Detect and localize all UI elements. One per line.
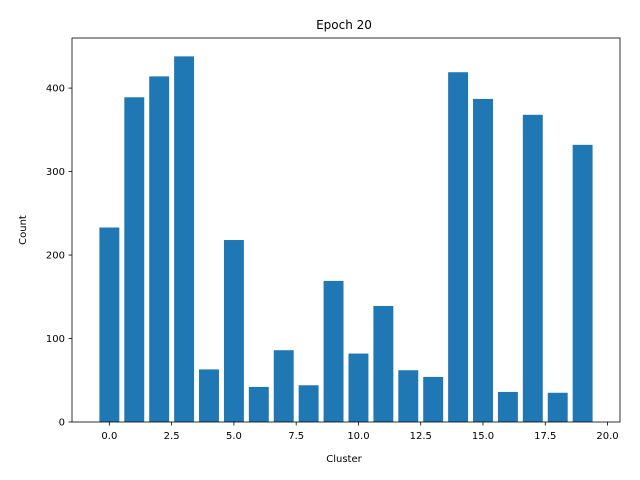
y-tick-label: 0: [59, 418, 65, 429]
bar-cluster-15: [473, 98, 493, 422]
chart-title: Epoch 20: [316, 18, 372, 32]
bar-cluster-13: [423, 376, 444, 422]
y-tick-label: 200: [46, 251, 65, 262]
y-tick-label: 400: [46, 84, 65, 95]
bar-cluster-9: [323, 280, 344, 422]
bar-cluster-7: [273, 350, 294, 422]
x-tick-label: 7.5: [288, 431, 304, 442]
bar-cluster-1: [124, 97, 145, 423]
x-tick-label: 5.0: [226, 431, 242, 442]
x-tick-label: 12.5: [410, 431, 432, 442]
x-axis-ticks: 0.0 2.5 5.0 7.5 10.0 12.5 15.0 17.5 20.0: [101, 422, 619, 442]
x-tick-label: 17.5: [534, 431, 556, 442]
y-axis-label: Count: [18, 215, 29, 245]
bar-cluster-10: [348, 353, 369, 422]
bar-cluster-12: [398, 370, 419, 422]
x-tick-label: 2.5: [164, 431, 180, 442]
plot-frame: [71, 37, 621, 423]
x-tick-label: 10.0: [347, 431, 369, 442]
bar-cluster-0: [99, 227, 120, 422]
x-tick-label: 15.0: [472, 431, 494, 442]
x-axis-label: Cluster: [326, 454, 362, 465]
bar-cluster-19: [572, 144, 593, 422]
bar-cluster-16: [497, 391, 518, 422]
x-tick-label: 20.0: [596, 431, 618, 442]
bar-cluster-14: [448, 72, 469, 422]
bar-cluster-11: [373, 305, 394, 422]
y-tick-label: 300: [46, 167, 65, 178]
y-tick-label: 100: [46, 334, 65, 345]
bar-cluster-17: [522, 114, 543, 423]
bar-cluster-8: [298, 385, 319, 422]
y-axis-ticks: 0 100 200 300 400: [46, 84, 72, 429]
x-tick-label: 0.0: [101, 431, 117, 442]
bar-cluster-3: [174, 56, 195, 423]
bar-cluster-6: [248, 386, 269, 422]
bar-cluster-2: [149, 76, 170, 423]
bars-group: [99, 56, 593, 423]
bar-cluster-5: [223, 240, 244, 422]
bar-cluster-18: [547, 392, 568, 422]
bar-cluster-4: [199, 369, 219, 422]
